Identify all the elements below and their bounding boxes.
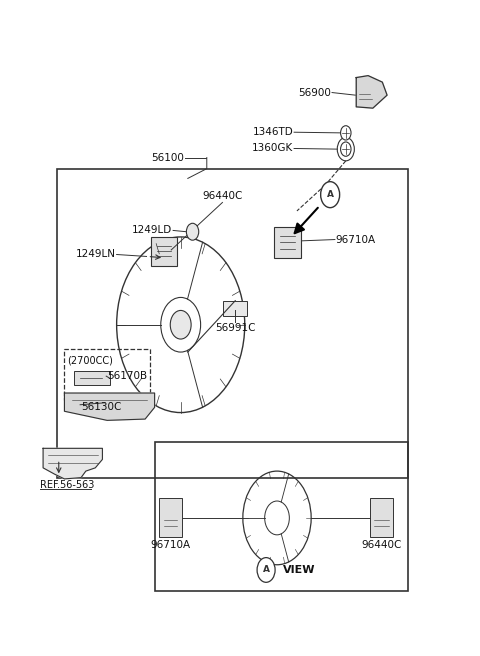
Text: 56991C: 56991C	[215, 323, 255, 333]
Text: 56900: 56900	[298, 87, 331, 98]
Circle shape	[321, 182, 340, 208]
Text: 1360GK: 1360GK	[252, 144, 293, 154]
Bar	[155, 442, 408, 592]
Polygon shape	[64, 393, 155, 420]
Text: VIEW: VIEW	[283, 565, 315, 575]
Circle shape	[341, 126, 351, 140]
Text: 96710A: 96710A	[151, 540, 191, 550]
Bar	[223, 300, 247, 316]
Circle shape	[341, 142, 351, 156]
Text: 56100: 56100	[151, 153, 184, 163]
Text: 1249LD: 1249LD	[132, 226, 172, 236]
Text: 96710A: 96710A	[336, 235, 376, 245]
Text: 56130C: 56130C	[81, 401, 121, 412]
Bar	[274, 226, 301, 258]
Bar	[74, 371, 109, 385]
Circle shape	[186, 223, 199, 240]
Bar	[371, 499, 393, 537]
Text: A: A	[263, 565, 270, 575]
Text: 96440C: 96440C	[202, 191, 242, 201]
Text: (2700CC): (2700CC)	[67, 356, 113, 365]
Text: REF.56-563: REF.56-563	[40, 480, 94, 490]
Circle shape	[257, 558, 275, 583]
Circle shape	[170, 310, 191, 339]
Text: A: A	[327, 190, 334, 199]
Polygon shape	[43, 448, 102, 479]
Bar	[63, 349, 150, 400]
Polygon shape	[356, 75, 387, 108]
Bar	[151, 237, 178, 266]
Text: 56170B: 56170B	[107, 371, 147, 381]
Text: 1346TD: 1346TD	[252, 127, 293, 137]
Bar	[159, 499, 182, 537]
Text: 96440C: 96440C	[361, 540, 402, 550]
Bar	[57, 169, 408, 478]
Text: 1249LN: 1249LN	[76, 249, 116, 260]
